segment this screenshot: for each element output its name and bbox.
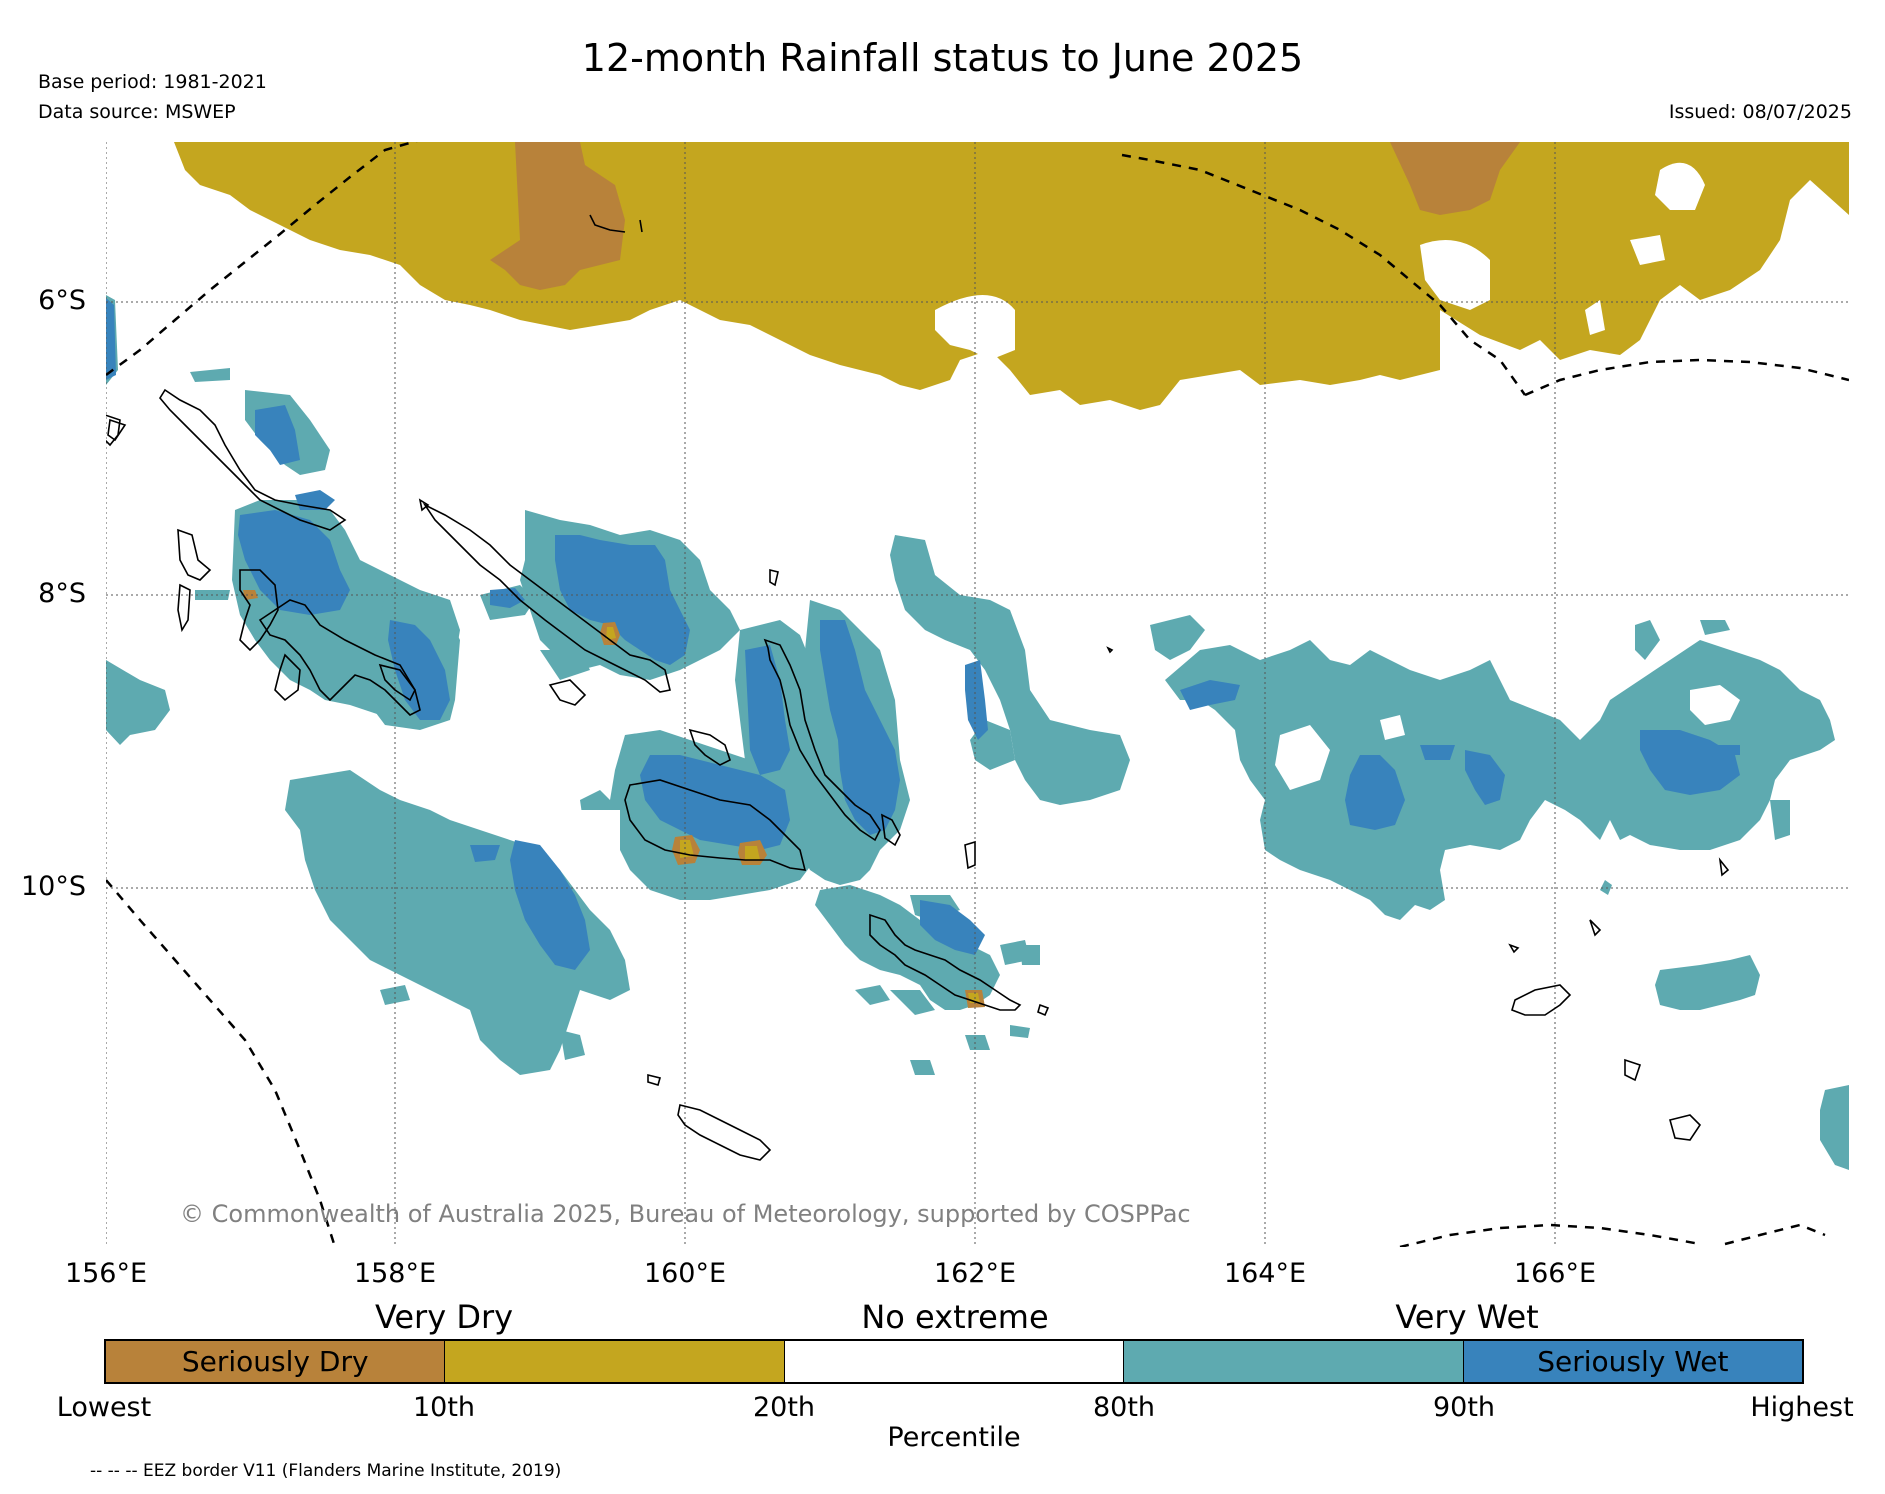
legend-axis-label: Percentile xyxy=(887,1422,1021,1453)
legend-category-very-wet: Very Wet xyxy=(1395,1298,1539,1336)
legend-tick: Lowest xyxy=(56,1392,152,1423)
data-source: Data source: MSWEP xyxy=(38,101,236,123)
lat-label: 10°S xyxy=(21,871,86,902)
copyright-text: © Commonwealth of Australia 2025, Bureau… xyxy=(180,1200,1191,1228)
lon-label: 166°E xyxy=(1513,1258,1597,1289)
legend-category-no-extreme: No extreme xyxy=(861,1298,1049,1336)
lon-label: 160°E xyxy=(643,1258,727,1289)
graticule xyxy=(106,142,1849,1247)
legend-colorbar: Seriously Dry Seriously Wet xyxy=(104,1339,1804,1384)
coastline xyxy=(106,214,1730,1161)
seriously-dry-region xyxy=(1390,142,1520,215)
rainfall-map xyxy=(106,142,1849,1247)
legend-segment-very-dry xyxy=(445,1341,785,1382)
legend-tick: 90th xyxy=(1432,1392,1496,1423)
legend-segment-no-extreme xyxy=(784,1341,1125,1382)
eez-border-note: -- -- -- EEZ border V11 (Flanders Marine… xyxy=(90,1461,562,1481)
eez-border xyxy=(106,142,1849,1247)
very-dry-region xyxy=(174,142,1849,410)
base-period: Base period: 1981-2021 xyxy=(38,71,267,93)
legend-tick: Highest xyxy=(1750,1392,1854,1423)
lon-label: 156°E xyxy=(64,1258,148,1289)
legend-segment-very-wet xyxy=(1124,1341,1464,1382)
lat-label: 8°S xyxy=(38,578,86,609)
legend-segment-seriously-dry: Seriously Dry xyxy=(106,1341,446,1382)
legend-tick: 10th xyxy=(412,1392,476,1423)
legend-category-very-dry: Very Dry xyxy=(374,1298,514,1336)
seriously-dry-region xyxy=(490,142,625,290)
lat-label: 6°S xyxy=(38,285,86,316)
lon-label: 158°E xyxy=(353,1258,437,1289)
lon-label: 162°E xyxy=(933,1258,1017,1289)
issued-date: Issued: 08/07/2025 xyxy=(1668,101,1852,123)
legend-tick: 20th xyxy=(752,1392,816,1423)
lon-label: 164°E xyxy=(1223,1258,1307,1289)
map-title: 12-month Rainfall status to June 2025 xyxy=(581,36,1304,80)
legend-segment-seriously-wet: Seriously Wet xyxy=(1463,1341,1803,1382)
legend-tick: 80th xyxy=(1092,1392,1156,1423)
